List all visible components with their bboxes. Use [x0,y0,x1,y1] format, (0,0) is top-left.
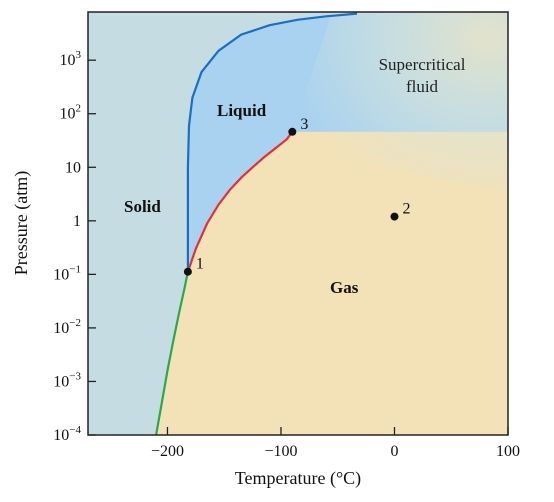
solid-label: Solid [124,197,161,216]
liquid-label: Liquid [217,101,267,120]
y-tick-label: 10−4 [53,424,81,444]
vaporization-curve [186,131,294,273]
x-axis-title: Temperature (°C) [235,468,361,489]
y-tick-label: 10 [65,159,81,176]
y-tick-label: 1 [73,213,81,230]
supercritical-region [292,12,508,192]
y-tick-label: 10−1 [53,263,81,283]
y-tick-label: 102 [60,103,82,123]
y-axis-title: Pressure (atm) [11,171,32,275]
melting-curve [186,12,358,272]
x-axis-ticks: −200 −100 0 100 [151,427,520,460]
point-3-marker [288,127,297,136]
x-tick-label: 0 [390,443,398,460]
y-axis-ticks: 10−4 10−3 10−2 10−1 1 10 102 103 [53,49,96,444]
point-1-label: 1 [196,256,204,273]
supercritical-label-line2: fluid [406,77,439,96]
supercritical-label-line1: Supercritical [379,55,466,74]
sublimation-curve [155,271,189,435]
x-tick-label: 100 [496,443,520,460]
y-tick-label: 103 [60,49,82,69]
y-tick-label: 10−2 [53,317,81,337]
gas-label: Gas [330,278,359,297]
x-tick-label: −200 [151,443,184,460]
y-tick-label: 10−3 [53,370,81,390]
x-tick-label: −100 [264,443,297,460]
point-1-marker [183,267,192,276]
point-2-label: 2 [402,201,410,218]
gas-region [156,131,508,435]
labeled-points: 1 2 3 [183,116,410,276]
point-2-marker [390,212,399,221]
plot-frame [87,11,509,436]
point-3-label: 3 [300,116,308,133]
